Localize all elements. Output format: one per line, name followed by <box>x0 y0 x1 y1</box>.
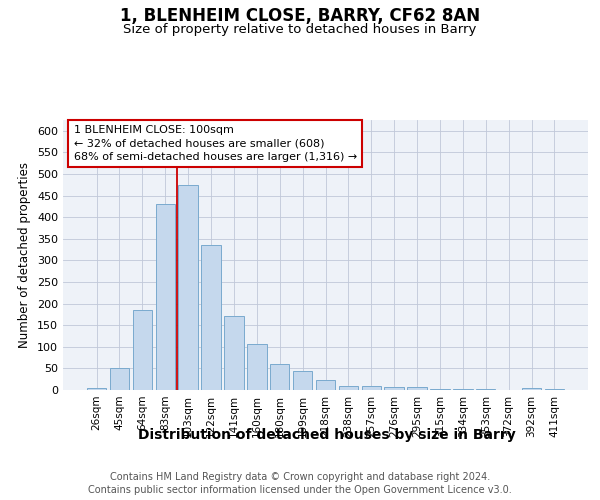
Bar <box>407 388 427 390</box>
Text: Distribution of detached houses by size in Barry: Distribution of detached houses by size … <box>138 428 516 442</box>
Bar <box>178 185 198 390</box>
Bar <box>476 389 496 390</box>
Bar <box>110 368 129 390</box>
Bar <box>545 389 564 390</box>
Bar <box>430 388 449 390</box>
Text: Contains public sector information licensed under the Open Government Licence v3: Contains public sector information licen… <box>88 485 512 495</box>
Text: 1 BLENHEIM CLOSE: 100sqm
← 32% of detached houses are smaller (608)
68% of semi-: 1 BLENHEIM CLOSE: 100sqm ← 32% of detach… <box>74 126 357 162</box>
Text: 1, BLENHEIM CLOSE, BARRY, CF62 8AN: 1, BLENHEIM CLOSE, BARRY, CF62 8AN <box>120 8 480 26</box>
Bar <box>155 204 175 390</box>
Bar <box>247 344 266 390</box>
Bar <box>202 246 221 390</box>
Text: Size of property relative to detached houses in Barry: Size of property relative to detached ho… <box>124 22 476 36</box>
Bar <box>385 386 404 390</box>
Bar <box>453 389 473 390</box>
Bar <box>338 386 358 390</box>
Bar <box>522 388 541 390</box>
Bar <box>133 310 152 390</box>
Text: Contains HM Land Registry data © Crown copyright and database right 2024.: Contains HM Land Registry data © Crown c… <box>110 472 490 482</box>
Bar <box>293 372 313 390</box>
Bar <box>362 386 381 390</box>
Bar <box>224 316 244 390</box>
Bar <box>87 388 106 390</box>
Bar <box>316 380 335 390</box>
Y-axis label: Number of detached properties: Number of detached properties <box>19 162 31 348</box>
Bar <box>270 364 289 390</box>
